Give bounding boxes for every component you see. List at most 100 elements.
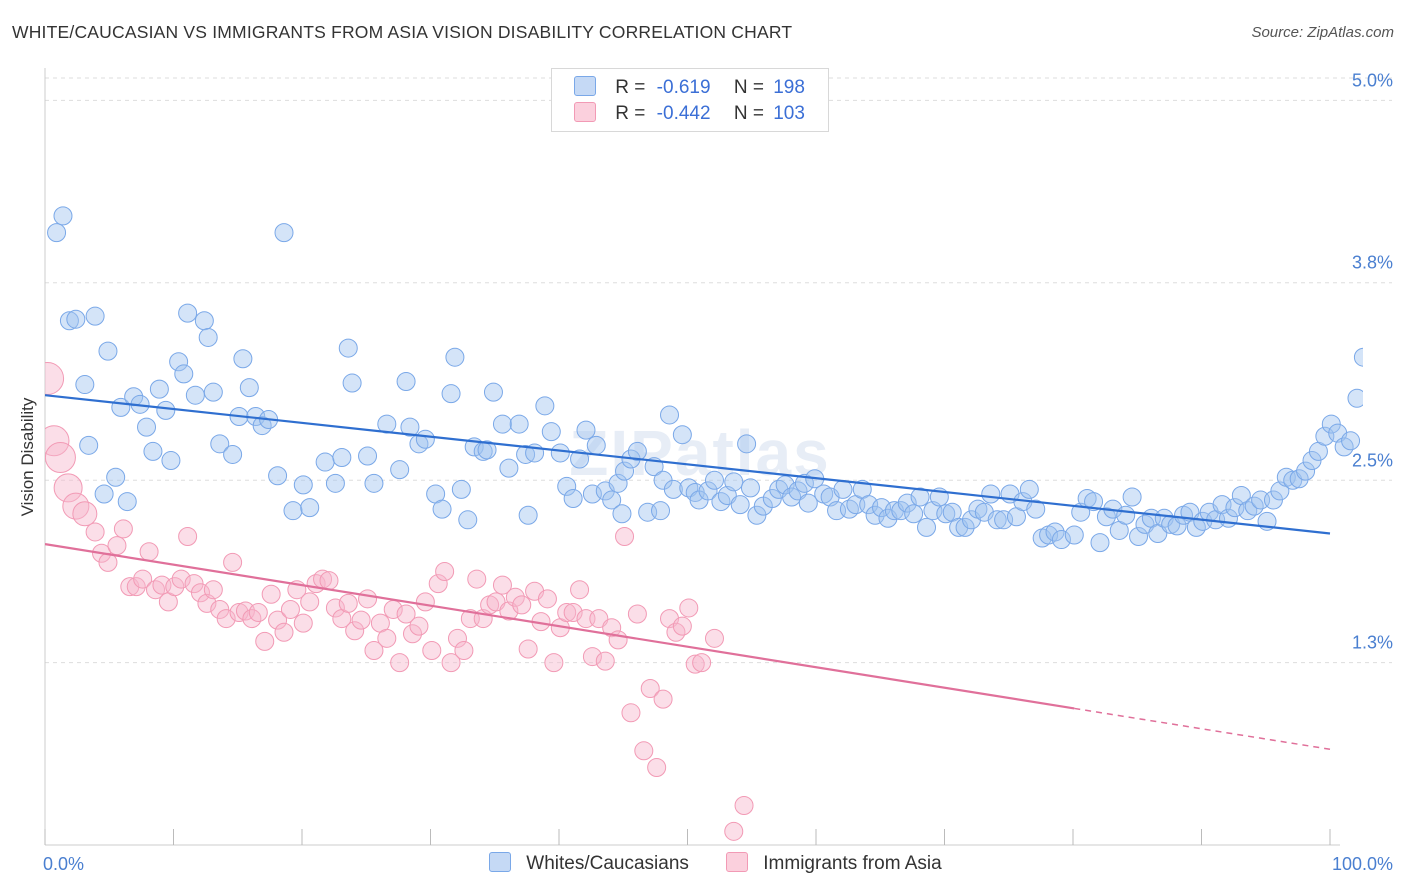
point-whites [994,510,1014,530]
point-whites [432,499,452,519]
point-asia [467,569,487,589]
point-whites [615,461,635,481]
point-asia [634,741,654,761]
legend-r-value-asia: -0.442 [656,103,711,124]
point-whites [576,420,596,440]
point-whites [730,495,750,515]
point-asia [229,603,249,622]
point-whites [1084,492,1104,512]
point-asia [107,536,127,556]
point-whites [1315,426,1335,446]
point-asia [505,587,525,607]
point-asia [45,361,65,395]
point-asia [518,639,538,659]
point-asia [171,569,191,589]
point-whites [865,505,885,525]
legend-n-label: N = [733,77,764,98]
point-asia [248,603,268,622]
point-asia [415,592,435,612]
bottom-legend-whites[interactable]: Whites/Caucasians [489,852,689,878]
point-asia [45,425,70,457]
legend: R = -0.619 N = 198 R = -0.442 N = 103 [551,68,829,132]
point-whites [955,517,975,537]
point-asia [72,501,98,527]
point-asia [178,527,198,547]
point-whites [174,364,194,384]
point-asia [165,577,185,597]
point-whites [1289,469,1309,489]
point-whites [169,352,189,372]
point-whites [660,405,680,425]
point-asia [319,571,339,591]
point-asia [345,621,365,641]
point-asia [53,473,83,503]
point-whites [338,338,358,358]
point-whites [239,378,259,398]
point-whites [1353,347,1363,367]
point-asia [325,598,345,618]
point-whites [268,466,288,486]
point-asia [653,689,673,709]
point-asia [274,622,294,642]
point-asia [647,758,667,777]
point-whites [198,327,218,347]
trend-lines [45,394,1331,751]
point-asia [435,561,455,581]
point-whites [535,396,555,416]
point-whites [663,479,683,499]
point-asia [428,574,448,594]
point-whites [300,498,320,518]
point-asia [216,609,236,629]
point-whites [396,372,416,392]
point-whites [1116,505,1136,525]
point-asia [390,653,410,673]
point-asia [223,552,243,572]
point-asia [85,522,105,542]
y-tick-label: 2.5% [1352,450,1393,470]
x-tick-label-max: 100.0% [1332,854,1393,874]
point-asia [557,603,577,622]
point-asia [512,595,532,615]
point-asia [364,640,384,660]
point-asia [261,584,281,604]
point-whites [698,481,718,501]
point-whites [724,472,744,492]
legend-r-value-whites: -0.619 [656,77,711,98]
point-whites [274,223,294,243]
point-whites [987,510,1007,530]
point-asia [492,575,512,595]
point-asia [268,610,288,630]
point-whites [936,504,956,524]
point-whites [563,489,583,509]
y-tick-labels: 1.3% 2.5% 3.8% 5.0% [1352,70,1393,652]
grid-lines [45,77,1392,664]
legend-n-value-asia: 103 [773,103,805,124]
point-asia [447,628,467,648]
point-whites [117,492,137,512]
point-asia [113,519,133,539]
point-whites [98,341,118,361]
point-asia [255,631,275,651]
point-whites [1225,498,1245,518]
point-asia [563,603,583,622]
legend-n-value-whites: 198 [773,77,805,98]
legend-n-label: N = [733,103,764,124]
point-whites [358,446,378,466]
point-whites [203,382,223,402]
point-whites [47,223,67,243]
point-whites [332,448,352,467]
point-whites [293,475,313,495]
bottom-legend-asia[interactable]: Immigrants from Asia [726,852,942,878]
point-asia [377,628,397,648]
point-asia [126,577,146,597]
point-whites [1026,499,1046,519]
point-whites [1341,431,1361,451]
point-whites [612,504,632,524]
point-whites [917,517,937,537]
point-whites [137,417,157,437]
y-tick-label: 3.8% [1352,253,1393,273]
point-asia [190,583,210,603]
point-asia [589,609,609,629]
point-whites [1122,487,1142,507]
